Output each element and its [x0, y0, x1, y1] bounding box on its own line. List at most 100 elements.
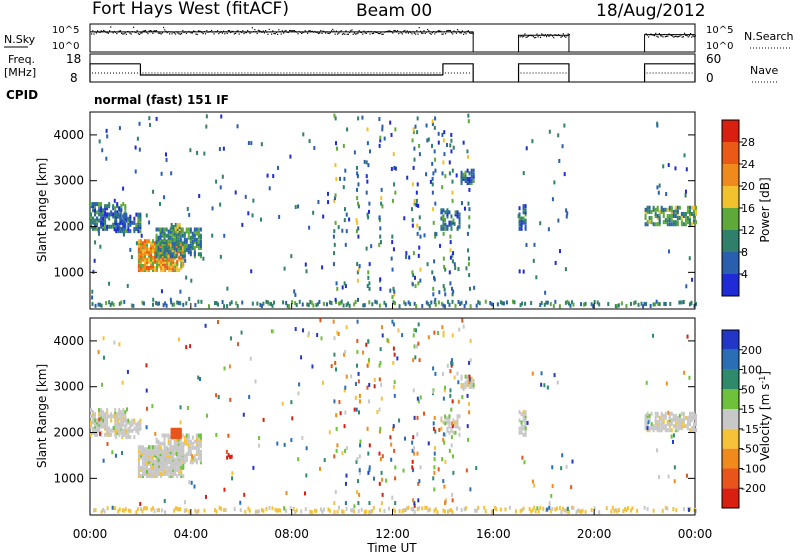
freq-step-4: [643, 63, 696, 82]
power-colorbar-label-3: 16: [741, 202, 755, 215]
noise-marks: [89, 26, 696, 52]
velocity-colorbar-label-exp: -1: [758, 376, 767, 384]
noise-segment-0: [89, 31, 474, 52]
velocity-colorbar-swatch-0: [722, 330, 739, 350]
power-colorbar-label-1: 8: [741, 246, 748, 259]
freq-left-tick-bottom: 8: [70, 71, 78, 85]
power-ytick-label-3: 4000: [53, 128, 84, 142]
power-panel-frame: [89, 111, 696, 310]
velocity-ytick-label-2: 3000: [53, 380, 84, 394]
freq-step-2: [442, 63, 474, 82]
velocity-ytick-label-0: 1000: [53, 471, 84, 485]
xtick-label-2: 08:00: [274, 527, 309, 541]
xtick-label-3: 12:00: [375, 527, 410, 541]
power-colorbar-label-4: 20: [741, 180, 755, 193]
power-colorbar-swatch-6: [722, 142, 739, 164]
power-marks: [90, 113, 697, 309]
xtick-label-6: 00:00: [678, 527, 713, 541]
noise-scatter-1: [519, 33, 570, 39]
power-ytick-label-0: 1000: [53, 265, 84, 279]
power-ytick-label-2: 3000: [53, 174, 84, 188]
noise-left-label: N.Sky: [4, 33, 36, 46]
freq-left-tick-top: 18: [66, 52, 81, 66]
cpid-value: normal (fast) 151 IF: [94, 93, 229, 107]
freq-left-unit: [MHz]: [4, 66, 36, 79]
freq-right-tick-top: 60: [706, 52, 721, 66]
power-colorbar-label-5: 24: [741, 158, 755, 171]
velocity-colorbar-label-2: 50: [741, 383, 755, 396]
power-colorbar-label-2: 12: [741, 224, 755, 237]
velocity-colorbar-swatch-4: [722, 409, 739, 429]
velocity-colorbar-label-5: -50: [741, 443, 759, 456]
noise-segment-2: [644, 34, 696, 52]
power-colorbar-swatch-7: [722, 120, 739, 142]
velocity-colorbar-frame: [721, 329, 740, 509]
velocity-colorbar-swatch-3: [722, 389, 739, 410]
power-yticks: 1000 2000 3000 4000: [53, 128, 695, 279]
freq-marks: [89, 63, 696, 82]
freq-step-1: [139, 63, 443, 76]
noise-left-tick-bottom: 10^0: [52, 41, 79, 52]
freq-panel: Freq. [MHz] 18 8 60 0 Nave: [4, 52, 778, 85]
power-colorbar-swatch-1: [722, 252, 739, 274]
velocity-colorbar-swatch-1: [722, 349, 739, 370]
power-colorbar: 4 8 12 16 20 24 28: [721, 119, 755, 297]
velocity-xlabel: Time UT: [366, 541, 417, 554]
noise-right-tick-top: 10^5: [706, 25, 733, 36]
velocity-panel-frame: [89, 317, 696, 516]
xtick-label-1: 04:00: [174, 527, 209, 541]
date-title: 18/Aug/2012: [596, 1, 706, 21]
noise-panel: N.Sky 10^5 10^0 10^5 10^0 N.Search: [4, 23, 794, 53]
velocity-colorbar-label-3: 15: [741, 403, 755, 416]
velocity-yticks: 1000 2000 3000 4000: [53, 334, 695, 485]
noise-panel-frame: [89, 23, 696, 53]
freq-step-0: [89, 63, 141, 82]
power-colorbar-swatch-0: [722, 274, 739, 296]
beam-title: Beam 00: [356, 1, 432, 21]
power-colorbar-label: Power [dB]: [758, 177, 772, 242]
velocity-marks: [90, 318, 697, 515]
power-ytick-label-1: 2000: [53, 220, 84, 234]
station-title: Fort Hays West (fitACF): [92, 0, 289, 19]
velocity-ytick-label-1: 2000: [53, 426, 84, 440]
freq-panel-frame: [89, 53, 696, 83]
xtick-label-4: 16:00: [476, 527, 511, 541]
velocity-colorbar-swatch-6: [722, 448, 739, 469]
power-colorbar-swatch-5: [722, 164, 739, 186]
power-colorbar-label-6: 28: [741, 136, 755, 149]
velocity-colorbar-swatch-5: [722, 428, 739, 449]
xtick-label-0: 00:00: [73, 527, 108, 541]
velocity-colorbar-swatch-7: [722, 468, 739, 489]
velocity-colorbar-label-4: -15: [741, 423, 759, 436]
power-colorbar-swatch-3: [722, 208, 739, 230]
velocity-ylabel: Slant Range [km]: [35, 364, 49, 468]
velocity-xticks: 00:00 04:00 08:00 12:00 16:00 20:00 00:00: [73, 303, 713, 541]
freq-step-3: [517, 63, 570, 82]
velocity-ytick-label-3: 4000: [53, 334, 84, 348]
cpid-label: CPID: [6, 88, 38, 102]
velocity-colorbar-label: Velocity [m s-1]: [758, 371, 772, 461]
noise-scatter-0: [91, 26, 474, 36]
power-colorbar-swatch-2: [722, 230, 739, 252]
power-panel: Slant Range [km] 1000 2000 3000 4000 4 8 12 16…: [35, 111, 772, 310]
velocity-colorbar-swatch-2: [722, 369, 739, 390]
freq-right-tick-bottom: 0: [706, 71, 714, 85]
velocity-colorbar-swatch-8: [722, 488, 739, 508]
noise-scatter-2: [645, 32, 696, 38]
velocity-colorbar-label-end: ]: [758, 371, 772, 376]
velocity-colorbar-label-6: -100: [741, 462, 766, 475]
freq-right-label: Nave: [750, 64, 778, 77]
velocity-colorbar-label-0: 200: [741, 344, 762, 357]
velocity-colorbar: 200 100 50 15 -15 -50 -100 -200: [721, 329, 766, 509]
velocity-colorbar-label-main: Velocity [m s: [758, 384, 772, 461]
noise-right-label: N.Search: [744, 30, 794, 43]
power-ylabel: Slant Range [km]: [35, 158, 49, 262]
power-colorbar-label-0: 4: [741, 268, 748, 281]
noise-left-tick-top: 10^5: [52, 25, 79, 36]
velocity-colorbar-label-1: 100: [741, 364, 762, 377]
freq-left-label: Freq.: [8, 53, 35, 66]
noise-right-tick-bottom: 10^0: [706, 41, 733, 52]
xtick-label-5: 20:00: [577, 527, 612, 541]
